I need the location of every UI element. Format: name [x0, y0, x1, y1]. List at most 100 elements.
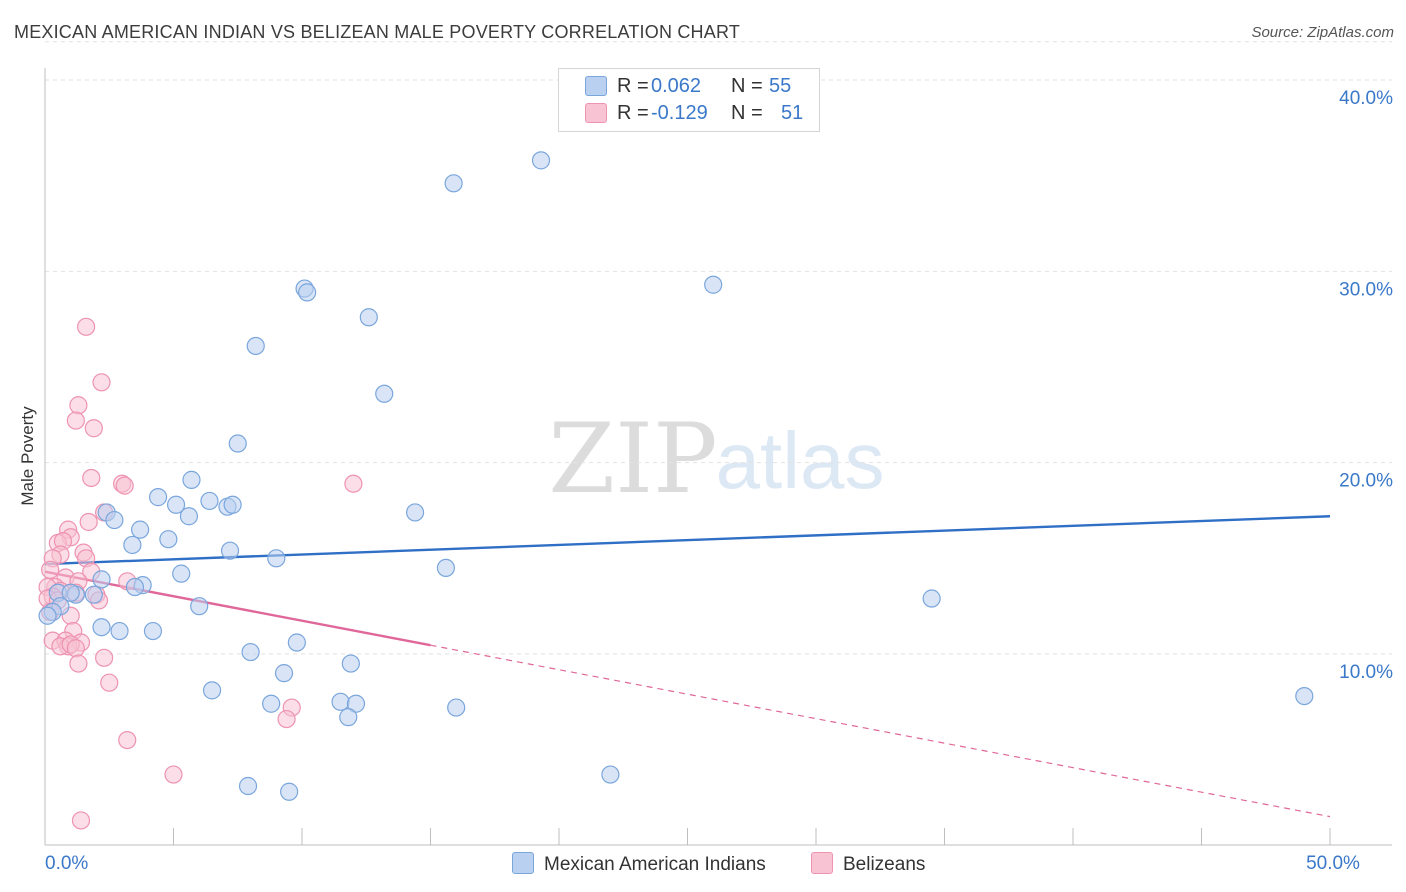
mexican-american-indians-point	[601, 765, 620, 784]
y-tick-label: 20.0%	[1339, 471, 1393, 492]
belizeans-trend	[44, 570, 1331, 818]
legend-r-value: -0.129	[651, 102, 708, 124]
mexican-american-indians-point	[246, 336, 265, 356]
legend-r-label: R =	[617, 75, 649, 97]
source-label: Source: ZipAtlas.com	[1251, 24, 1394, 41]
mexican-american-indians-point	[287, 633, 306, 652]
mexican-american-indians-point	[110, 621, 129, 641]
mexican-american-indians-point	[280, 782, 299, 801]
mexican-american-indians-point	[223, 495, 242, 514]
mexican-american-indians-point	[298, 283, 317, 302]
watermark-zip: ZIP	[548, 403, 717, 515]
mexican-american-indians-point	[346, 694, 366, 713]
mexican-american-indians-trend-line-solid	[44, 515, 1331, 566]
belizeans-points	[38, 317, 363, 830]
mexican-american-indians-point	[339, 708, 358, 727]
belizeans-point	[66, 411, 85, 430]
belizeans-point	[71, 811, 91, 830]
x-ticks: 0.0% 50.0%	[44, 828, 1360, 874]
mexican-american-indians-point	[130, 520, 150, 539]
belizeans-point	[77, 317, 96, 336]
bottom-legend-label: Mexican American Indians	[544, 854, 766, 875]
mexican-american-indians-point	[531, 151, 551, 170]
bottom-legend-swatch-blue	[512, 852, 534, 874]
mexican-american-indians-point	[125, 577, 145, 597]
watermark-atlas: atlas	[716, 416, 885, 505]
mexican-american-indians-point	[241, 642, 260, 662]
mexican-american-indians-point	[331, 692, 350, 711]
bottom-legend-belizeans: Belizeans	[811, 852, 925, 876]
belizeans-point	[69, 396, 88, 415]
mexican-american-indians-point	[179, 507, 199, 526]
axes	[44, 68, 1392, 846]
mexican-american-indians-point	[38, 606, 57, 625]
mexican-american-indians-point	[92, 618, 111, 637]
mexican-american-indians-point	[61, 583, 80, 602]
y-tick-label: 10.0%	[1339, 662, 1393, 683]
belizeans-point	[95, 648, 114, 667]
x-tick-label: 50.0%	[1306, 853, 1360, 874]
legend-n-value: 55	[769, 75, 792, 97]
belizeans-trend-line-dashed	[430, 644, 1331, 818]
chart-title: MEXICAN AMERICAN INDIAN VS BELIZEAN MALE…	[14, 22, 741, 42]
mexican-american-indians-point	[228, 434, 247, 453]
mexican-american-indians-point	[267, 549, 286, 568]
belizeans-point	[164, 765, 183, 784]
belizeans-point	[82, 468, 101, 488]
mexican-american-indians-point	[105, 510, 124, 530]
mexican-american-indians-point	[405, 503, 425, 522]
belizeans-point	[84, 419, 103, 438]
mexican-american-indians-point	[375, 384, 394, 403]
legend-r-value: 0.062	[651, 75, 702, 97]
legend-swatch-pink	[585, 103, 607, 123]
mexican-american-indians-point	[220, 541, 240, 560]
mexican-american-indians-point	[238, 776, 258, 796]
mexican-american-indians-point	[447, 698, 466, 717]
mexican-american-indians-point	[1295, 686, 1314, 706]
belizeans-point	[344, 474, 363, 493]
legend-n-label: N =	[731, 102, 763, 124]
mexican-american-indians-point	[92, 570, 111, 589]
y-tick-labels: 10.0% 20.0% 30.0% 40.0%	[1339, 88, 1393, 683]
mexican-american-indians-trend	[44, 515, 1331, 566]
bottom-legend-label: Belizeans	[843, 854, 926, 875]
bottom-legend-mexican-american-indians: Mexican American Indians	[512, 852, 766, 876]
belizeans-point	[118, 730, 137, 750]
mexican-american-indians-point	[84, 585, 103, 604]
legend-box: R = 0.062 N = 55 R = -0.129 N = 51	[558, 68, 820, 132]
y-tick-label: 40.0%	[1339, 88, 1393, 109]
mexican-american-indians-point	[341, 654, 360, 673]
mexican-american-indians-point	[148, 488, 168, 507]
gridlines	[45, 41, 1392, 655]
legend-n-value: 51	[781, 102, 804, 124]
y-tick-label: 30.0%	[1339, 279, 1393, 300]
legend-r-label: R =	[617, 102, 649, 124]
belizeans-point	[92, 373, 111, 392]
belizeans-point	[100, 673, 119, 692]
x-tick-label: 0.0%	[45, 853, 88, 874]
mexican-american-indians-point	[190, 597, 209, 616]
watermark: ZIP atlas	[548, 403, 884, 515]
belizeans-point	[277, 709, 296, 729]
belizeans-point	[41, 560, 60, 579]
mexican-american-indians-point	[359, 308, 378, 327]
belizeans-point	[69, 654, 88, 673]
mexican-american-indians-point	[123, 535, 142, 555]
mexican-american-indians-point	[202, 681, 222, 700]
mexican-american-indians-point	[172, 564, 191, 583]
mexican-american-indians-point	[166, 495, 186, 514]
legend-n-label: N =	[731, 75, 763, 97]
mexican-american-indians-point	[436, 558, 456, 578]
mexican-american-indians-points	[38, 151, 1314, 801]
mexican-american-indians-point	[200, 491, 219, 511]
belizeans-point	[79, 512, 98, 532]
mexican-american-indians-point	[922, 589, 941, 608]
mexican-american-indians-point	[262, 694, 281, 713]
mexican-american-indians-point	[444, 174, 463, 193]
mexican-american-indians-point	[274, 664, 294, 683]
bottom-legend-swatch-pink	[811, 852, 833, 874]
mexican-american-indians-point	[159, 530, 178, 549]
belizeans-point	[115, 476, 134, 495]
belizeans-point	[66, 639, 85, 658]
